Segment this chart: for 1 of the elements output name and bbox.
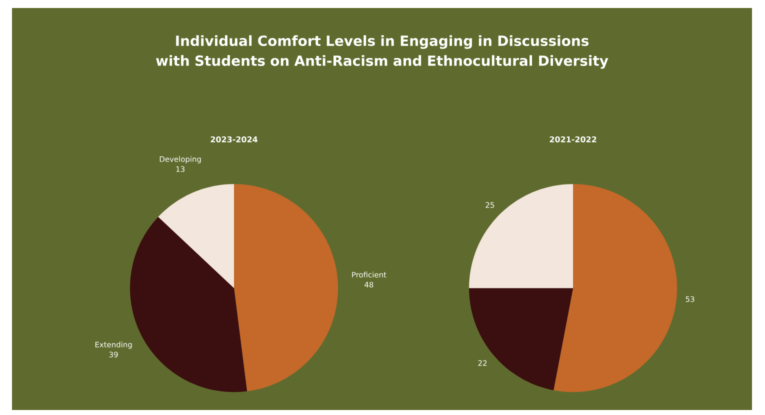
chart-title: Individual Comfort Levels in Engaging in Discussions with Students on Anti-Racism and Ethnocultural Diversity <box>156 35 608 69</box>
